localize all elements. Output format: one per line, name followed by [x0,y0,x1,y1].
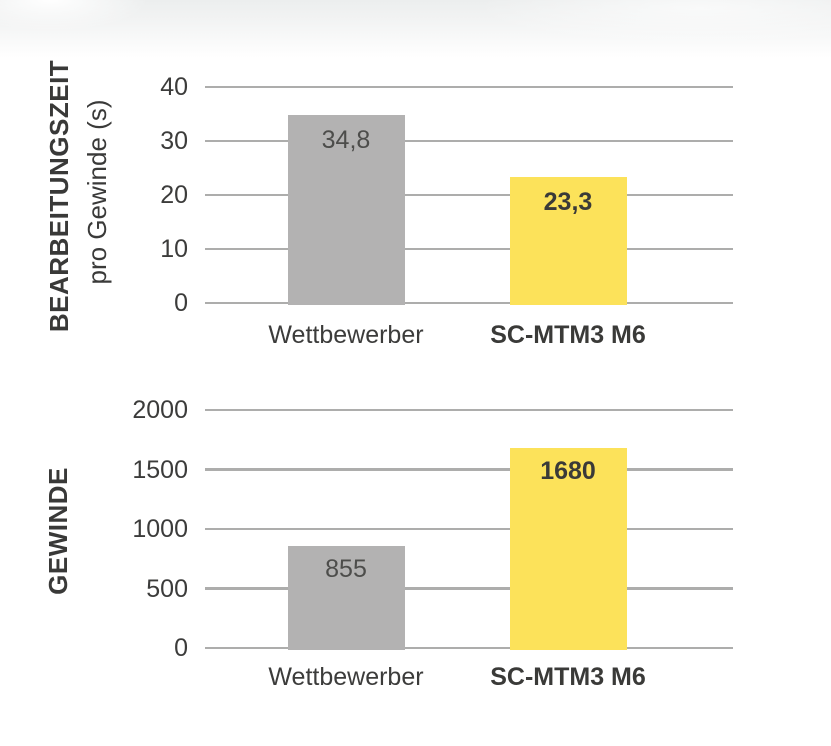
gridline [205,408,733,412]
y-tick-label: 40 [160,73,188,101]
gridline [205,301,733,305]
gridline [205,193,733,197]
y-tick-label: 20 [160,181,188,209]
y-tick-label: 0 [174,289,188,317]
x-axis-label-sc-mtm3-m6: SC-MTM3 M6 [490,663,646,691]
x-axis-label-sc-mtm3-m6: SC-MTM3 M6 [490,321,646,349]
bar-value-label: 34,8 [321,126,371,155]
y-tick-label: 2000 [132,396,188,424]
bar-value-label: 1680 [540,457,596,486]
y-tick-label: 500 [146,574,188,603]
gridline [205,646,733,650]
y-tick-label: 30 [160,127,188,155]
bar-wettbewerber: 855 [287,546,405,650]
y-tick-label: 1500 [132,455,188,484]
y-tick-label: 0 [174,634,188,662]
y-tick-label: 10 [160,235,188,263]
gridline [205,85,733,89]
bar-value-label: 855 [325,555,367,584]
bar-wettbewerber: 34,8 [287,115,405,305]
x-axis-label-wettbewerber: Wettbewerber [268,663,424,691]
bar-sc-mtm3-m6: 1680 [509,448,627,650]
bar-sc-mtm3-m6: 23,3 [509,177,627,305]
gridline [205,247,733,251]
gridline [205,587,733,590]
x-axis-label-wettbewerber: Wettbewerber [268,321,424,349]
y-tick-label: 1000 [132,515,188,543]
gridline [205,139,733,143]
gridline [205,468,733,471]
bar-value-label: 23,3 [543,188,593,217]
gridline [205,527,733,531]
